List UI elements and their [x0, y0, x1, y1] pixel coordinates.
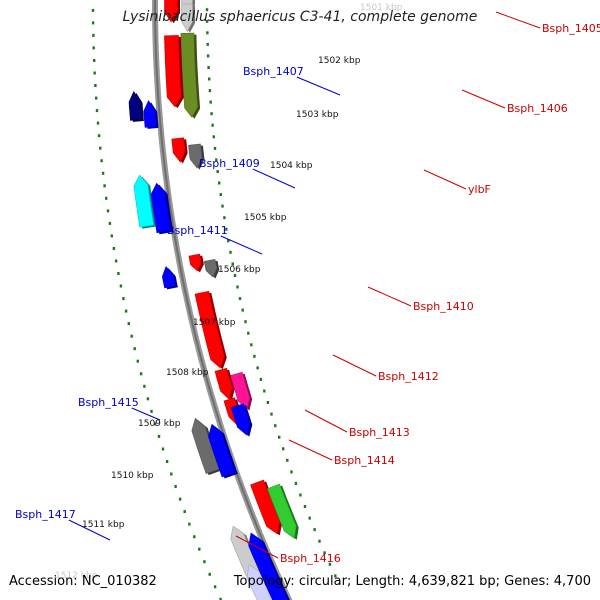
- gene-labels: Bsph_1405 Bsph_1406 Bsph_1407 ylbF Bsph_1409…: [15, 22, 600, 565]
- length-value: 4,639,821 bp: [408, 574, 496, 589]
- gene-label[interactable]: Bsph_1409: [199, 157, 260, 170]
- tick-label: 1504 kbp: [270, 161, 313, 171]
- genes-value: 4,700: [553, 574, 591, 589]
- gene-arrow[interactable]: [143, 100, 157, 128]
- gene-label-line: [235, 535, 279, 559]
- map-title: Lysinibacillus sphaericus C3-41, complet…: [122, 9, 478, 25]
- gene-arrow[interactable]: [208, 423, 236, 478]
- gene-label[interactable]: Bsph_1414: [334, 454, 395, 467]
- gene-arrow[interactable]: [188, 143, 203, 169]
- tick-label: 1509 kbp: [138, 419, 181, 429]
- tick-labels: 1501 kbp 1502 kbp 1503 kbp 1504 kbp 1505 kbp…: [55, 3, 403, 581]
- topology-value: circular: [298, 574, 347, 589]
- gene-label-line: [423, 169, 467, 190]
- gene-arrow[interactable]: [230, 403, 251, 436]
- gene-arrow[interactable]: [181, 3, 193, 32]
- gene-label[interactable]: Bsph_1411: [167, 224, 228, 237]
- gene-label[interactable]: Bsph_1407: [243, 65, 304, 78]
- gene-arrows: [128, 0, 299, 600]
- tick-label: 1506 kbp: [218, 265, 261, 275]
- gene-label-line: [288, 439, 333, 461]
- length-label: Length:: [355, 574, 405, 589]
- gene-label-line: [131, 407, 161, 421]
- gene-label-line: [332, 354, 377, 377]
- gene-label[interactable]: Bsph_1417: [15, 508, 76, 521]
- tick-label: 1502 kbp: [318, 56, 361, 66]
- gene-arrow[interactable]: [133, 174, 154, 228]
- tick-dots: [91, 8, 337, 600]
- gene-arrow[interactable]: [188, 253, 202, 272]
- gene-arrow[interactable]: [164, 0, 178, 23]
- topology-label: Topology:: [233, 574, 295, 589]
- tick-label: 1501 kbp: [360, 3, 403, 13]
- tick-label: 1505 kbp: [244, 213, 287, 223]
- gene-label-line: [220, 235, 263, 255]
- gene-arrow[interactable]: [161, 266, 176, 289]
- tick-label: 1503 kbp: [296, 110, 339, 120]
- gene-label-line: [304, 409, 348, 433]
- gene-label[interactable]: ylbF: [468, 183, 491, 196]
- accession-info: Accession: NC_010382: [9, 574, 157, 589]
- gene-label[interactable]: Bsph_1415: [78, 396, 139, 409]
- gene-arrow[interactable]: [248, 532, 289, 600]
- gene-arrow[interactable]: [150, 182, 172, 234]
- gene-label-line: [68, 519, 111, 541]
- gene-label-line: [367, 286, 412, 307]
- gene-arrow[interactable]: [164, 35, 182, 108]
- accession-label: Accession:: [9, 574, 78, 589]
- gene-label[interactable]: Bsph_1412: [378, 370, 439, 383]
- gene-arrow[interactable]: [171, 137, 186, 163]
- gene-label-lines: [68, 11, 541, 559]
- gene-arrow[interactable]: [203, 258, 218, 278]
- tick-label: 1511 kbp: [82, 520, 125, 530]
- genome-stats: Topology: circular; Length: 4,639,821 bp…: [233, 574, 591, 589]
- gene-label-line: [252, 168, 296, 189]
- gene-arrow[interactable]: [250, 479, 281, 535]
- gene-arrow[interactable]: [214, 367, 233, 400]
- tick-label: 1512 kbp: [55, 571, 98, 581]
- gene-label[interactable]: Bsph_1413: [349, 426, 410, 439]
- tick-label: 1507 kbp: [193, 318, 236, 328]
- gene-arrow[interactable]: [267, 483, 297, 539]
- tick-label: 1508 kbp: [166, 368, 209, 378]
- accession-value: NC_010382: [81, 574, 157, 589]
- gene-arrow[interactable]: [230, 371, 250, 410]
- gene-label-line: [461, 89, 506, 109]
- gene-label[interactable]: Bsph_1410: [413, 300, 474, 313]
- genes-label: Genes:: [504, 574, 550, 589]
- gene-label[interactable]: Bsph_1405: [542, 22, 600, 35]
- gene-label[interactable]: Bsph_1406: [507, 102, 568, 115]
- gene-arrow[interactable]: [194, 290, 225, 369]
- gene-arrow[interactable]: [128, 90, 142, 121]
- gene-label-line: [495, 11, 541, 29]
- gene-label[interactable]: Bsph_1416: [280, 552, 341, 565]
- backbone: [152, 0, 293, 600]
- gene-label-line: [296, 76, 341, 96]
- gene-arrow[interactable]: [180, 32, 198, 118]
- tick-label: 1510 kbp: [111, 471, 154, 481]
